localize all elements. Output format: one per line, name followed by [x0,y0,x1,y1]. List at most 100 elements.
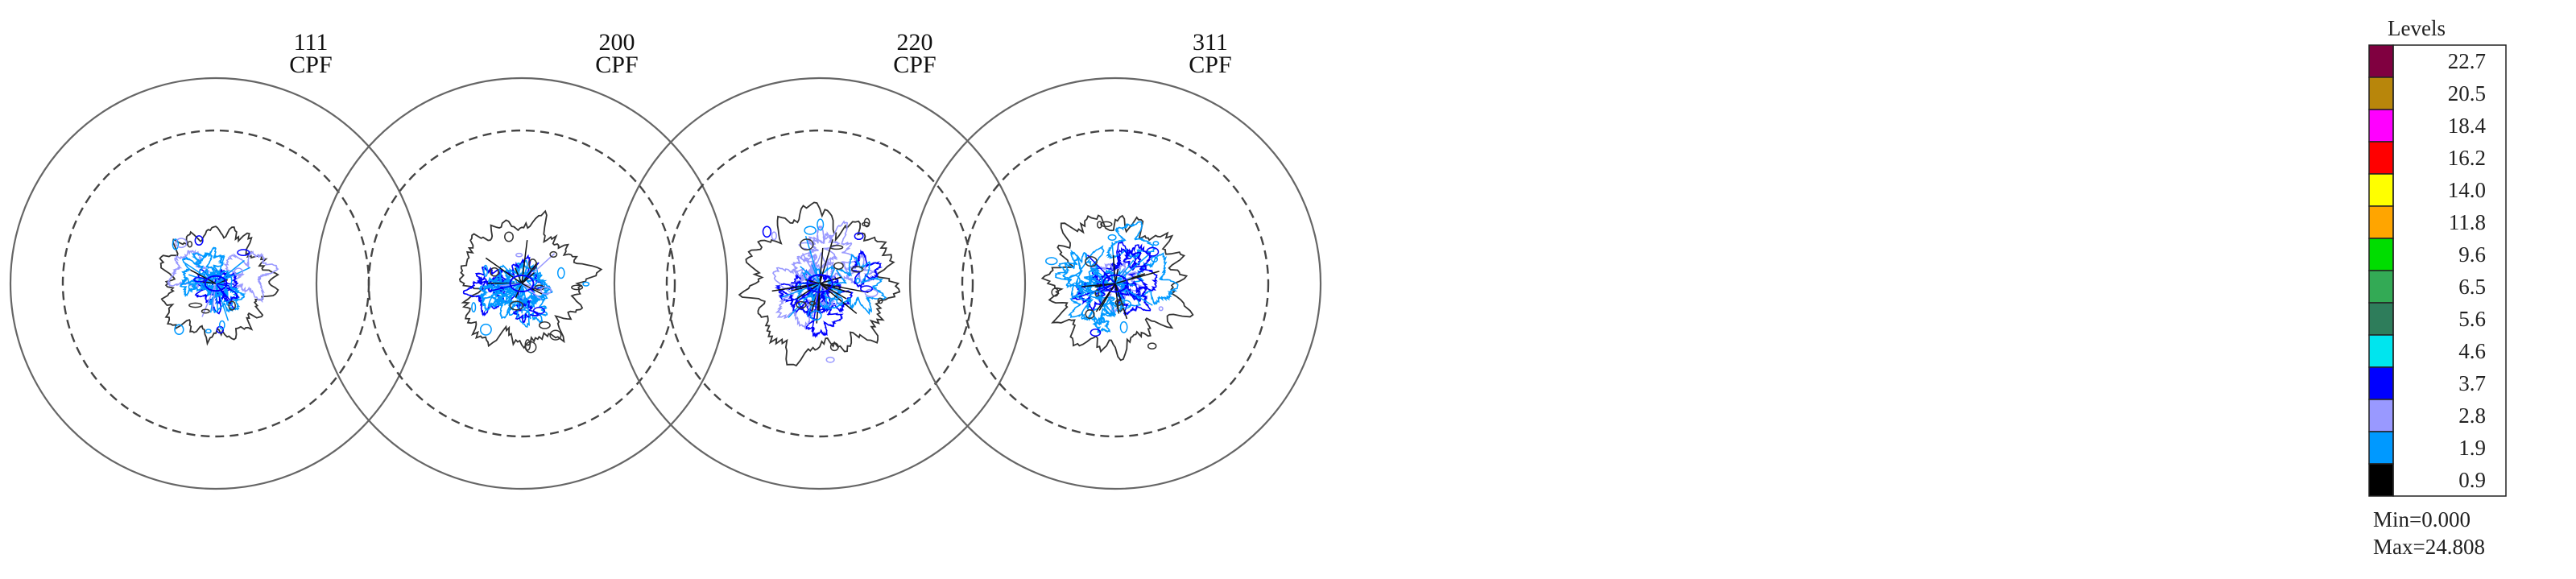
contour-spike [215,283,229,321]
legend-swatch [2368,205,2394,239]
contour-island [860,285,873,292]
contour-island [1158,306,1164,312]
contour-inner [167,249,212,292]
contour-spike [215,283,219,312]
dashed-reference-circle [961,129,1270,438]
legend-swatch [2368,334,2394,368]
contour-island [836,296,844,305]
contour-island [532,307,545,315]
contour-island [1067,275,1081,287]
contour-island [187,240,193,248]
contour-island [850,266,864,273]
legend-min: Min=0.000 [2373,507,2471,531]
contour-island [549,329,562,341]
outer-circle [315,77,729,490]
contour-island [504,231,514,242]
legend-swatch [2368,366,2394,400]
legend-swatch [2368,141,2394,175]
contour-level-0.9 [458,209,603,349]
contour-island [854,232,864,241]
contour-island [829,342,839,352]
contour-island [228,300,236,311]
contour-island [825,356,835,363]
contour-spike [819,283,869,293]
contour-inner [1106,221,1156,259]
contour-spike [1114,283,1153,306]
legend-swatch [2368,109,2394,143]
legend-level-value: 3.7 [2458,371,2486,395]
contour-island [201,308,210,314]
contour-island [515,252,523,258]
contour-island [205,329,212,334]
contour-island [556,267,565,279]
contour-spike [188,274,217,284]
contour-inner [223,250,279,304]
contour-island [175,238,188,249]
contour-island [809,310,822,321]
contour-spike [1114,254,1149,284]
contour-island [1147,342,1157,350]
legend-swatch [2368,431,2394,465]
contour-island [538,321,551,329]
contour-island [1096,221,1103,229]
contour-spike [819,283,852,294]
contour-spike [215,283,235,310]
legend-level-value: 5.6 [2458,307,2486,331]
contour-island [225,300,234,307]
contour-island [817,218,825,231]
legend-level-value: 0.9 [2458,468,2486,492]
contour-island [796,300,807,309]
dashed-reference-circle [367,129,676,438]
contour-spike [489,283,523,292]
contour-inner [512,296,541,324]
contour-island [1090,329,1102,337]
outer-circle [908,77,1322,490]
contour-inner [1073,267,1131,325]
contour-island [194,235,204,246]
contour-island [582,281,590,287]
contour-island [1085,308,1095,320]
contour-spike [215,255,225,284]
contour-spike [1114,271,1160,284]
outer-circle [9,77,423,490]
contour-island [479,323,492,336]
legend-level-value: 22.7 [2448,49,2486,73]
contour-island [571,284,584,291]
contour-island [1114,299,1123,307]
contour-inner [1116,279,1152,316]
contour-peak [806,274,833,293]
legend-level-value: 11.8 [2449,210,2486,234]
contour-inner [1092,315,1111,333]
dashed-reference-circle [665,129,974,438]
contour-spike [788,283,821,319]
legend-level-value: 9.6 [2458,242,2486,267]
contour-island [864,288,879,298]
contour-peak [509,275,535,292]
contour-spike [521,283,542,300]
contour-island [549,250,558,258]
contour-island [808,300,817,306]
contour-spike [516,283,523,319]
contour-island [188,302,203,308]
contour-island [771,231,777,241]
legend-swatch [2368,173,2394,207]
contour-island [1100,221,1113,228]
contour-inner [1122,252,1179,306]
legend-level-value: 1.9 [2458,436,2486,460]
contour-island [1051,287,1060,297]
contour-island [524,341,537,354]
contour-island [833,262,844,270]
contour-island [1119,321,1128,333]
cpf-label: CPF [289,52,332,78]
legend-frame [2392,44,2507,497]
contour-spike [1114,268,1119,284]
contour-island [509,300,524,311]
contour-spike [781,283,821,299]
contour-island [1151,256,1159,263]
contour-island [1085,256,1098,267]
contour-inner [1122,248,1142,271]
contour-spike [801,253,821,284]
